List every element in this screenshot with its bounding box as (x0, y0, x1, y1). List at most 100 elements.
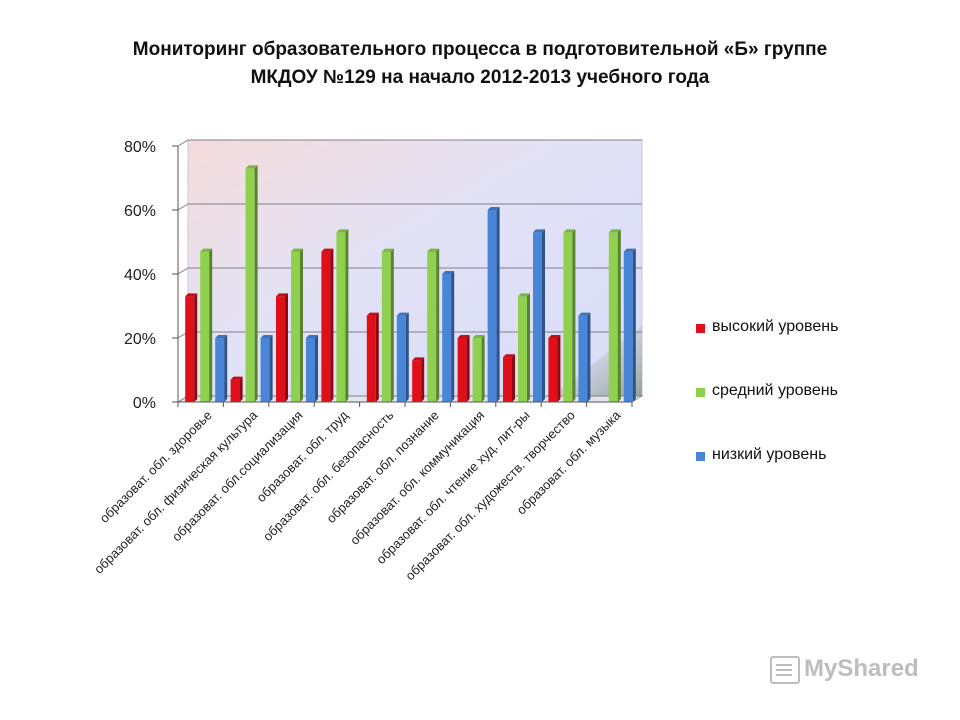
bar (487, 207, 500, 402)
x-tick-label: образоват. обл. художеств. творчество (402, 408, 578, 584)
bar (457, 335, 470, 402)
bar-top (215, 335, 228, 338)
bar (623, 248, 636, 402)
bar (260, 335, 273, 402)
bar-top (185, 293, 198, 297)
bar-front (472, 338, 482, 402)
bar-front (548, 338, 558, 402)
bars (185, 165, 636, 402)
bar-side (239, 376, 243, 402)
bar-front (336, 232, 346, 402)
bar-side (632, 248, 636, 402)
bar (503, 354, 515, 402)
watermark: MyShared (770, 655, 919, 684)
bar-side (557, 335, 561, 402)
bar-side (542, 229, 545, 402)
bar (518, 293, 530, 402)
legend-label-medium: средний уровень (712, 382, 838, 399)
bar-side (512, 354, 515, 402)
bar (563, 229, 576, 402)
bar-side (224, 335, 228, 402)
bar-top (623, 248, 636, 252)
bar (412, 357, 425, 402)
bar (336, 229, 349, 402)
bar (276, 293, 288, 402)
bar (245, 165, 258, 402)
gridline (177, 139, 642, 147)
chart-title-line-2: МКДОУ №129 на начало 2012-2013 учебного … (250, 67, 710, 88)
bar-side (481, 335, 485, 402)
chart-title: Мониторинг образовательного процесса в п… (0, 36, 960, 92)
bar-front (578, 315, 588, 402)
bar (442, 271, 455, 402)
bar-side (421, 357, 425, 402)
y-tick-label: 0% (133, 395, 156, 412)
bar-side (390, 248, 394, 402)
bar-top (412, 357, 425, 361)
bar-side (496, 207, 500, 402)
bar-front (381, 251, 391, 402)
bar (427, 248, 440, 402)
bar-top (427, 248, 440, 252)
y-tick-label: 80% (124, 139, 156, 156)
bar (291, 248, 303, 402)
bar-top (442, 271, 455, 274)
bar-front (306, 338, 315, 402)
bar-front (215, 338, 225, 402)
bar (548, 335, 561, 402)
bar-side (254, 165, 258, 402)
bar-side (345, 229, 349, 402)
bar (185, 293, 198, 402)
bar-top (200, 248, 213, 252)
bar-top (487, 207, 500, 210)
bar-side (466, 335, 470, 402)
bar-side (194, 293, 198, 402)
bar-front (442, 274, 452, 402)
legend-label-high: высокий уровень (712, 318, 839, 335)
bar-front (503, 357, 512, 402)
bar (396, 312, 409, 402)
bar-front (366, 315, 376, 402)
bar (608, 229, 621, 402)
watermark-text: MyShared (804, 655, 919, 682)
bar-top (230, 376, 243, 380)
bar-side (375, 312, 379, 402)
y-axis: 0% 20% 40% 60% 80% (124, 139, 179, 412)
bar-front (260, 338, 270, 402)
bar (533, 229, 545, 402)
bar (200, 248, 213, 402)
legend-swatch-low (696, 452, 705, 461)
bar (472, 335, 485, 402)
y-tick-label: 20% (124, 331, 156, 348)
bar-front (321, 251, 331, 402)
bar-top (533, 229, 545, 233)
bar (306, 335, 318, 402)
bar-front (533, 232, 542, 402)
bar-top (503, 354, 515, 358)
bar (578, 312, 591, 402)
x-tick-label: образоват. обл. физическая культура (91, 407, 261, 577)
bar-front (457, 338, 467, 402)
bar-front (245, 168, 255, 402)
bar-top (336, 229, 349, 233)
legend-swatch-medium (696, 388, 705, 397)
bar-top (306, 335, 318, 338)
bar-top (245, 165, 258, 169)
bar-front (396, 315, 406, 402)
bar-front (200, 251, 210, 402)
legend-label-low: низкий уровень (712, 446, 827, 463)
bar-front (487, 210, 497, 402)
bar (215, 335, 228, 402)
bar-side (587, 312, 591, 402)
bar-front (185, 296, 195, 402)
bar (321, 248, 334, 402)
bar-top (381, 248, 394, 252)
legend-swatch-high (696, 324, 705, 333)
bar-front (427, 251, 437, 402)
bar-front (518, 296, 527, 402)
bar-top (578, 312, 591, 316)
bar-top (518, 293, 530, 297)
bar-side (315, 335, 318, 402)
